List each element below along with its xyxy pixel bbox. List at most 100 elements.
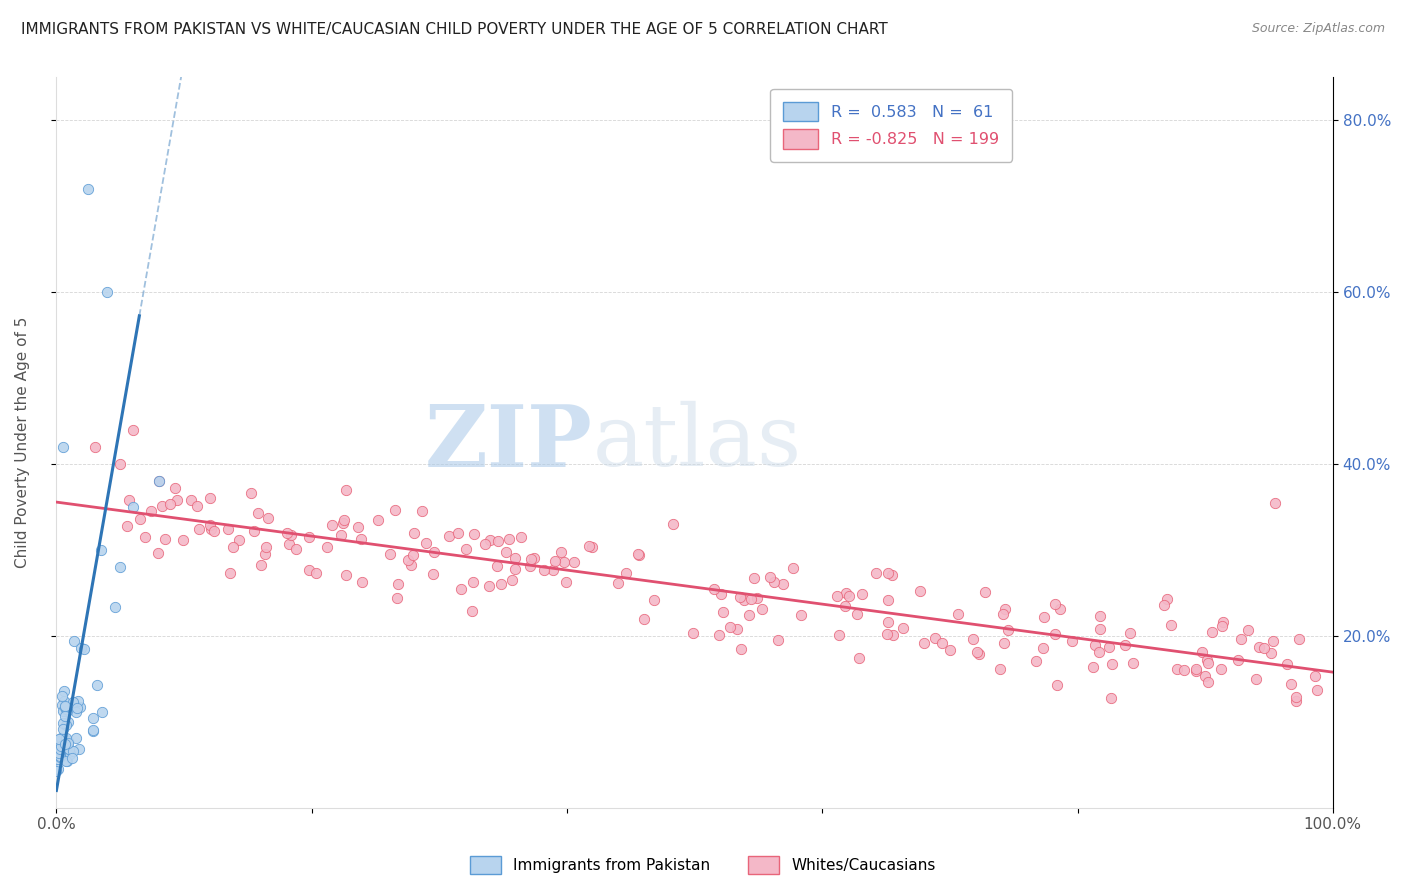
Point [55, 736, 77, 750]
Point [1201, 624, 1223, 639]
Point [578, 539, 600, 553]
Point [725, 623, 748, 637]
Point [51, 698, 73, 712]
Point [399, 558, 422, 573]
Point [82, 724, 104, 739]
Point [1209, 662, 1232, 676]
Point [55, 755, 77, 769]
Point [367, 513, 389, 527]
Point [759, 570, 782, 584]
Point [606, 576, 628, 591]
Point [53, 737, 76, 751]
Point [56, 736, 79, 750]
Point [728, 591, 751, 605]
Point [877, 566, 900, 580]
Point [1211, 619, 1233, 633]
Point [454, 541, 477, 556]
Point [52, 723, 75, 737]
Point [65, 731, 87, 746]
Point [51, 739, 73, 753]
Text: IMMIGRANTS FROM PAKISTAN VS WHITE/CAUCASIAN CHILD POVERTY UNDER THE AGE OF 5 COR: IMMIGRANTS FROM PAKISTAN VS WHITE/CAUCAS… [21, 22, 887, 37]
Point [53, 708, 76, 723]
Point [188, 522, 211, 536]
Point [1194, 669, 1216, 683]
Point [384, 503, 406, 517]
Point [495, 545, 517, 559]
Point [335, 567, 357, 582]
Point [55, 731, 77, 746]
Point [1244, 672, 1267, 686]
Point [1249, 640, 1271, 655]
Point [1197, 675, 1219, 690]
Point [332, 516, 354, 530]
Point [55, 702, 77, 716]
Point [280, 527, 302, 541]
Point [707, 628, 730, 642]
Point [45, 743, 67, 757]
Point [1114, 638, 1136, 652]
Point [66, 700, 89, 714]
Point [422, 566, 444, 581]
Point [62, 633, 84, 648]
Point [845, 607, 868, 621]
Point [463, 574, 485, 589]
Point [910, 583, 932, 598]
Point [1049, 602, 1071, 616]
Point [49, 750, 72, 764]
Point [52, 704, 75, 718]
Point [298, 563, 321, 577]
Point [994, 602, 1017, 616]
Point [58, 714, 80, 729]
Legend: R =  0.583   N =  61, R = -0.825   N = 199: R = 0.583 N = 61, R = -0.825 N = 199 [770, 89, 1012, 161]
Point [122, 423, 145, 437]
Point [1025, 654, 1047, 668]
Point [316, 540, 339, 554]
Point [53, 731, 76, 746]
Point [1043, 627, 1066, 641]
Point [1212, 615, 1234, 629]
Point [53, 698, 76, 713]
Point [772, 577, 794, 591]
Point [946, 607, 969, 621]
Point [1090, 622, 1112, 636]
Point [159, 497, 181, 511]
Point [463, 527, 485, 541]
Point [876, 593, 898, 607]
Point [329, 528, 352, 542]
Point [284, 542, 307, 557]
Point [385, 591, 408, 606]
Point [129, 511, 152, 525]
Point [865, 566, 887, 580]
Point [402, 548, 425, 562]
Point [69, 700, 91, 714]
Point [503, 551, 526, 566]
Legend: Immigrants from Pakistan, Whites/Caucasians: Immigrants from Pakistan, Whites/Caucasi… [464, 850, 942, 880]
Point [70, 641, 93, 656]
Point [519, 558, 541, 573]
Point [751, 602, 773, 616]
Point [474, 536, 496, 550]
Point [891, 621, 914, 635]
Point [1088, 645, 1111, 659]
Point [51, 689, 73, 703]
Point [186, 499, 208, 513]
Point [1236, 624, 1258, 638]
Point [55, 704, 77, 718]
Point [912, 636, 935, 650]
Point [1279, 677, 1302, 691]
Point [67, 742, 90, 756]
Point [46, 752, 69, 766]
Point [627, 548, 650, 562]
Point [1032, 610, 1054, 624]
Point [387, 577, 409, 591]
Text: atlas: atlas [592, 401, 801, 484]
Point [782, 561, 804, 575]
Point [53, 700, 76, 714]
Point [1062, 634, 1084, 648]
Point [544, 554, 567, 568]
Point [350, 533, 373, 547]
Point [491, 577, 513, 591]
Point [478, 579, 501, 593]
Point [58, 741, 80, 756]
Point [90, 543, 112, 558]
